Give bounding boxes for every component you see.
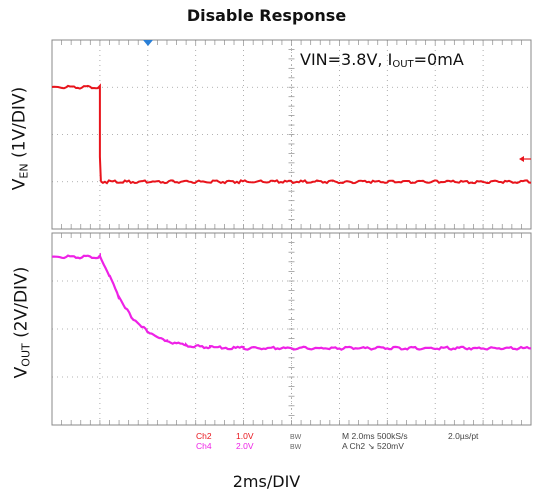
scope-readout: Ch2 1.0V BW Ch4 2.0V BW M 2.0ms 500kS/s …: [196, 431, 479, 451]
x-axis-label: 2ms/DIV: [232, 472, 301, 491]
readout-ch2-scale: 1.0V: [236, 431, 254, 441]
readout-ch4-scale: 2.0V: [236, 441, 254, 451]
readout-ch4-bw: BW: [290, 444, 302, 451]
grid-bottom-pane: [51, 232, 532, 426]
readout-trigger: A Ch2 ↘ 520mV: [342, 441, 404, 451]
trigger-level-arrow: [519, 156, 531, 162]
readout-sample-interval: 2.0µs/pt: [448, 431, 479, 441]
trigger-position-marker: [143, 40, 153, 46]
readout-ch4: Ch4: [196, 441, 212, 451]
readout-ch2: Ch2: [196, 431, 212, 441]
readout-ch2-bw: BW: [290, 434, 302, 441]
readout-timebase: M 2.0ms 500kS/s: [342, 431, 408, 441]
top-pane-frame: [51, 39, 532, 230]
vout-trace: [51, 252, 532, 351]
test-condition-annotation: VIN=3.8V, IOUT=0mA: [300, 50, 464, 70]
grid-top-pane: [51, 39, 532, 230]
ven-trace: [51, 83, 532, 185]
bottom-pane-frame: [51, 232, 532, 426]
chart-title: Disable Response: [186, 6, 347, 25]
